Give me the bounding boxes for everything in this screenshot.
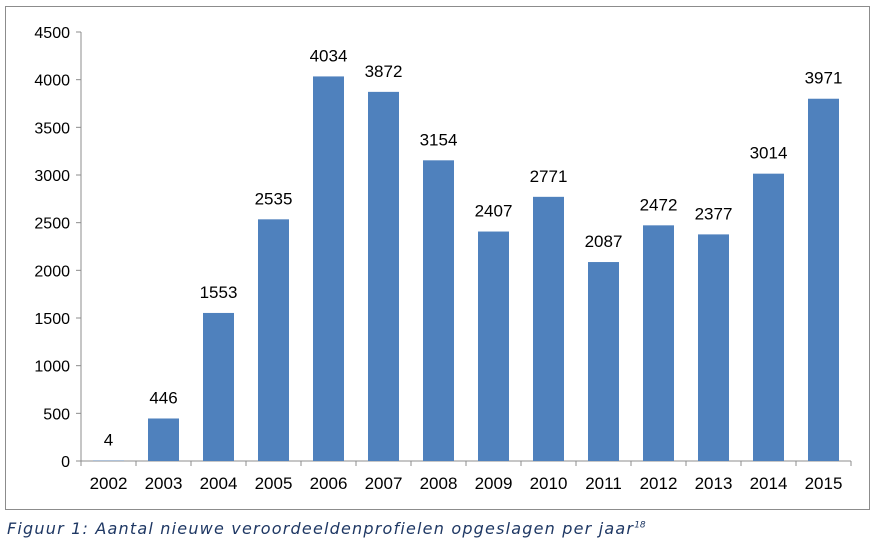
caption-footnote: 18 bbox=[634, 520, 646, 531]
x-tick-label: 2013 bbox=[695, 474, 733, 493]
x-tick-label: 2008 bbox=[420, 474, 458, 493]
data-label: 446 bbox=[149, 388, 177, 407]
bar-2004 bbox=[203, 312, 234, 461]
x-tick-label: 2012 bbox=[640, 474, 678, 493]
data-label: 2771 bbox=[530, 167, 568, 186]
bar-2011 bbox=[588, 262, 619, 461]
bar-2006 bbox=[313, 76, 344, 462]
x-axis: 2002 2003 2004 2005 2006 2007 2008 2009 2010 2011… bbox=[80, 460, 852, 493]
x-tick-label: 2005 bbox=[255, 474, 293, 493]
y-tick-label: 4000 bbox=[34, 73, 70, 90]
data-label: 3971 bbox=[805, 69, 843, 88]
x-tick-label: 2002 bbox=[90, 474, 128, 493]
data-label: 3014 bbox=[750, 144, 788, 163]
figure-caption: Figuur 1: Aantal nieuwe veroordeeldenpro… bbox=[7, 519, 646, 538]
x-tick-label: 2006 bbox=[310, 474, 348, 493]
data-label: 3872 bbox=[365, 62, 403, 81]
y-tick-label: 0 bbox=[61, 454, 70, 471]
data-label: 2377 bbox=[695, 204, 733, 223]
data-label: 4034 bbox=[310, 46, 348, 65]
data-label: 2535 bbox=[255, 189, 293, 208]
data-label: 2087 bbox=[585, 232, 623, 251]
bar-2008 bbox=[423, 160, 454, 461]
data-label: 2407 bbox=[475, 202, 513, 221]
data-label: 2472 bbox=[640, 195, 678, 214]
y-tick-label: 500 bbox=[43, 406, 70, 423]
x-tick-label: 2003 bbox=[145, 474, 183, 493]
y-tick-label: 1500 bbox=[34, 311, 70, 328]
data-label: 4 bbox=[104, 431, 113, 450]
x-tick-label: 2004 bbox=[200, 474, 238, 493]
y-tick-label: 2500 bbox=[34, 216, 70, 233]
y-tick-label: 4500 bbox=[34, 25, 70, 42]
data-labels: 4 446 1553 2535 4034 3872 3154 2407 2771 2087 2472… bbox=[104, 46, 843, 449]
x-tick-label: 2011 bbox=[585, 474, 622, 493]
y-tick-label: 2000 bbox=[34, 263, 70, 280]
chart-frame: 0 500 1000 1500 2000 2500 3000 3500 4000 4500 200… bbox=[5, 6, 870, 510]
bar-2007 bbox=[368, 91, 399, 462]
data-label: 1553 bbox=[200, 283, 238, 302]
bar-2005 bbox=[258, 219, 289, 461]
x-tick-label: 2009 bbox=[475, 474, 513, 493]
x-tick-label: 2010 bbox=[530, 474, 568, 493]
bar-2010 bbox=[533, 196, 564, 461]
y-tick-label: 1000 bbox=[34, 359, 70, 376]
bar-2015 bbox=[808, 98, 839, 461]
caption-text: Figuur 1: Aantal nieuwe veroordeeldenpro… bbox=[7, 519, 635, 538]
bar-2003 bbox=[148, 418, 179, 461]
bars bbox=[93, 76, 839, 462]
bar-2009 bbox=[478, 231, 509, 461]
x-tick-label: 2007 bbox=[365, 474, 403, 493]
y-tick-label: 3000 bbox=[34, 168, 70, 185]
bar-2014 bbox=[753, 173, 784, 461]
y-axis: 0 500 1000 1500 2000 2500 3000 3500 4000 4500 bbox=[34, 25, 82, 471]
x-tick-label: 2014 bbox=[750, 474, 788, 493]
y-tick-label: 3500 bbox=[34, 120, 70, 137]
bar-2013 bbox=[698, 234, 729, 461]
bar-2012 bbox=[643, 225, 674, 461]
x-tick-label: 2015 bbox=[805, 474, 843, 493]
bar-chart: 0 500 1000 1500 2000 2500 3000 3500 4000 4500 200… bbox=[34, 25, 852, 493]
data-label: 3154 bbox=[420, 130, 458, 149]
